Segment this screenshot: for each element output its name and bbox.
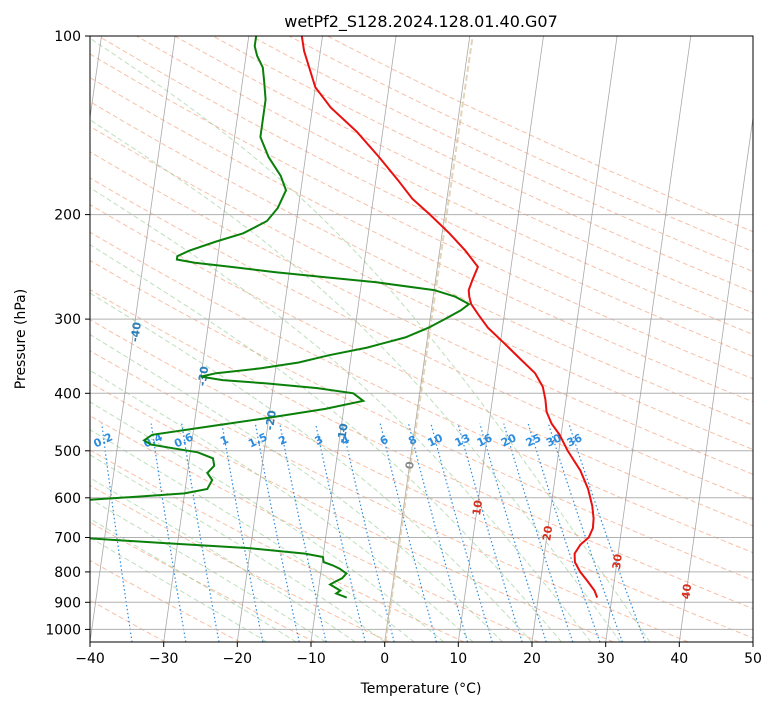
moist-adiabat <box>90 187 592 642</box>
chart-title: wetPf2_S128.2024.128.01.40.G07 <box>284 12 558 32</box>
mixing-ratio-line <box>150 423 187 642</box>
isotherm-label: -40 <box>128 321 144 343</box>
moist-adiabat <box>90 244 562 642</box>
y-axis-label: Pressure (hPa) <box>13 289 29 389</box>
dry-adiabat <box>90 289 753 610</box>
freezing-line <box>384 36 474 642</box>
dry-adiabat <box>90 350 689 642</box>
mixing-ratio-label: 10 <box>426 431 446 449</box>
x-axis: −40 −30 −20 −10 0 10 20 30 40 50 <box>75 642 762 667</box>
x-tick-label: 10 <box>449 651 467 667</box>
isotherm-line <box>90 36 176 642</box>
dry-adiabat <box>90 449 465 642</box>
x-axis-label: Temperature (°C) <box>360 681 482 697</box>
dry-adiabat <box>90 101 753 426</box>
background-lines <box>90 36 753 642</box>
dry-adiabat <box>90 53 753 380</box>
mixing-ratio-line <box>341 423 395 642</box>
x-tick-label: 30 <box>597 651 615 667</box>
dry-adiabat <box>90 382 614 642</box>
dry-adiabat <box>90 259 753 581</box>
dry-adiabat <box>90 177 753 501</box>
y-tick-label: 200 <box>54 208 81 224</box>
mixing-ratio-label: 13 <box>453 431 472 449</box>
dry-adiabat <box>90 204 753 527</box>
isotherm-label: -20 <box>263 409 279 431</box>
y-tick-label: 500 <box>54 444 81 460</box>
sounding-traces <box>90 36 599 599</box>
moist-adiabat <box>90 518 297 642</box>
y-tick-label: 100 <box>54 29 81 45</box>
isotherm-label: -10 <box>335 422 351 444</box>
x-tick-label: −20 <box>223 651 253 667</box>
isotherm-label: 0 <box>403 460 417 470</box>
mixing-ratio-line <box>568 423 646 642</box>
y-tick-label: 300 <box>54 312 81 328</box>
moist-adiabat <box>90 292 533 642</box>
x-tick-label: −40 <box>75 651 105 667</box>
isotherm-label: 30 <box>610 553 625 570</box>
isotherm-label: 20 <box>540 524 555 541</box>
isotherm-line <box>605 36 692 642</box>
y-tick-label: 600 <box>54 491 81 507</box>
mixing-ratio-line <box>430 423 493 642</box>
x-tick-label: −10 <box>296 651 326 667</box>
isotherm-line <box>310 36 397 642</box>
x-tick-label: 20 <box>523 651 541 667</box>
x-tick-label: 40 <box>670 651 688 667</box>
dry-adiabat <box>90 521 315 642</box>
mixing-ratio-label: 25 <box>524 431 543 449</box>
dry-adiabat <box>98 36 753 357</box>
mixing-ratio-line <box>315 423 366 642</box>
x-tick-label: −30 <box>149 651 179 667</box>
y-axis: 1000 900 800 700 600 500 400 300 200 100 <box>45 29 90 638</box>
mixing-ratio-label: 16 <box>475 431 495 449</box>
mixing-ratio-line <box>547 423 623 642</box>
isotherm-line <box>163 36 250 642</box>
isotherm-line <box>236 36 323 642</box>
mixing-ratio-line <box>101 423 133 642</box>
x-tick-label: 50 <box>744 651 762 667</box>
temperature-trace <box>300 36 599 598</box>
isotherm-label: 40 <box>679 583 694 600</box>
moist-adiabat <box>90 369 474 642</box>
mixing-ratio-label: 30 <box>544 431 564 449</box>
dry-adiabat <box>136 36 753 336</box>
moist-adiabat <box>90 401 444 642</box>
mixing-ratio-line <box>181 423 220 642</box>
x-tick-label: 0 <box>380 651 389 667</box>
mixing-ratio-line <box>279 423 327 642</box>
moist-adiabat <box>90 454 385 642</box>
mixing-ratio-line <box>254 423 300 642</box>
moist-adiabat <box>90 477 356 642</box>
isotherm-line <box>531 36 618 642</box>
isotherm-label: 10 <box>470 499 485 516</box>
mixing-ratio-label: 36 <box>565 431 585 449</box>
y-tick-label: 700 <box>54 531 81 547</box>
dry-adiabat <box>90 415 540 642</box>
dry-adiabat <box>90 231 753 554</box>
y-tick-label: 400 <box>54 386 81 402</box>
dry-adiabat <box>90 125 753 451</box>
moist-adiabat <box>90 429 415 642</box>
dry-adiabat <box>90 559 241 642</box>
moist-adiabat <box>90 37 651 642</box>
mixing-ratio-line <box>407 423 469 642</box>
y-tick-label: 1000 <box>45 622 81 638</box>
plot-frame <box>89 35 754 643</box>
mixing-ratio-label: 20 <box>499 431 519 449</box>
y-tick-label: 900 <box>54 595 81 611</box>
y-tick-label: 800 <box>54 565 81 581</box>
dewpoint-trace <box>90 36 471 599</box>
isotherm-line <box>678 114 753 642</box>
mixing-ratio-line <box>221 423 264 642</box>
dry-adiabat <box>90 76 753 403</box>
mixing-ratio-line <box>379 423 437 642</box>
moist-adiabat <box>90 119 621 642</box>
